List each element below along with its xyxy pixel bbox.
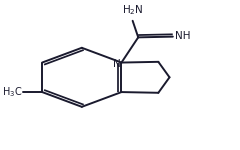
Text: N: N [113,59,120,69]
Text: H$_3$C: H$_3$C [2,85,22,99]
Text: NH: NH [175,31,190,41]
Text: H$_2$N: H$_2$N [122,3,144,17]
